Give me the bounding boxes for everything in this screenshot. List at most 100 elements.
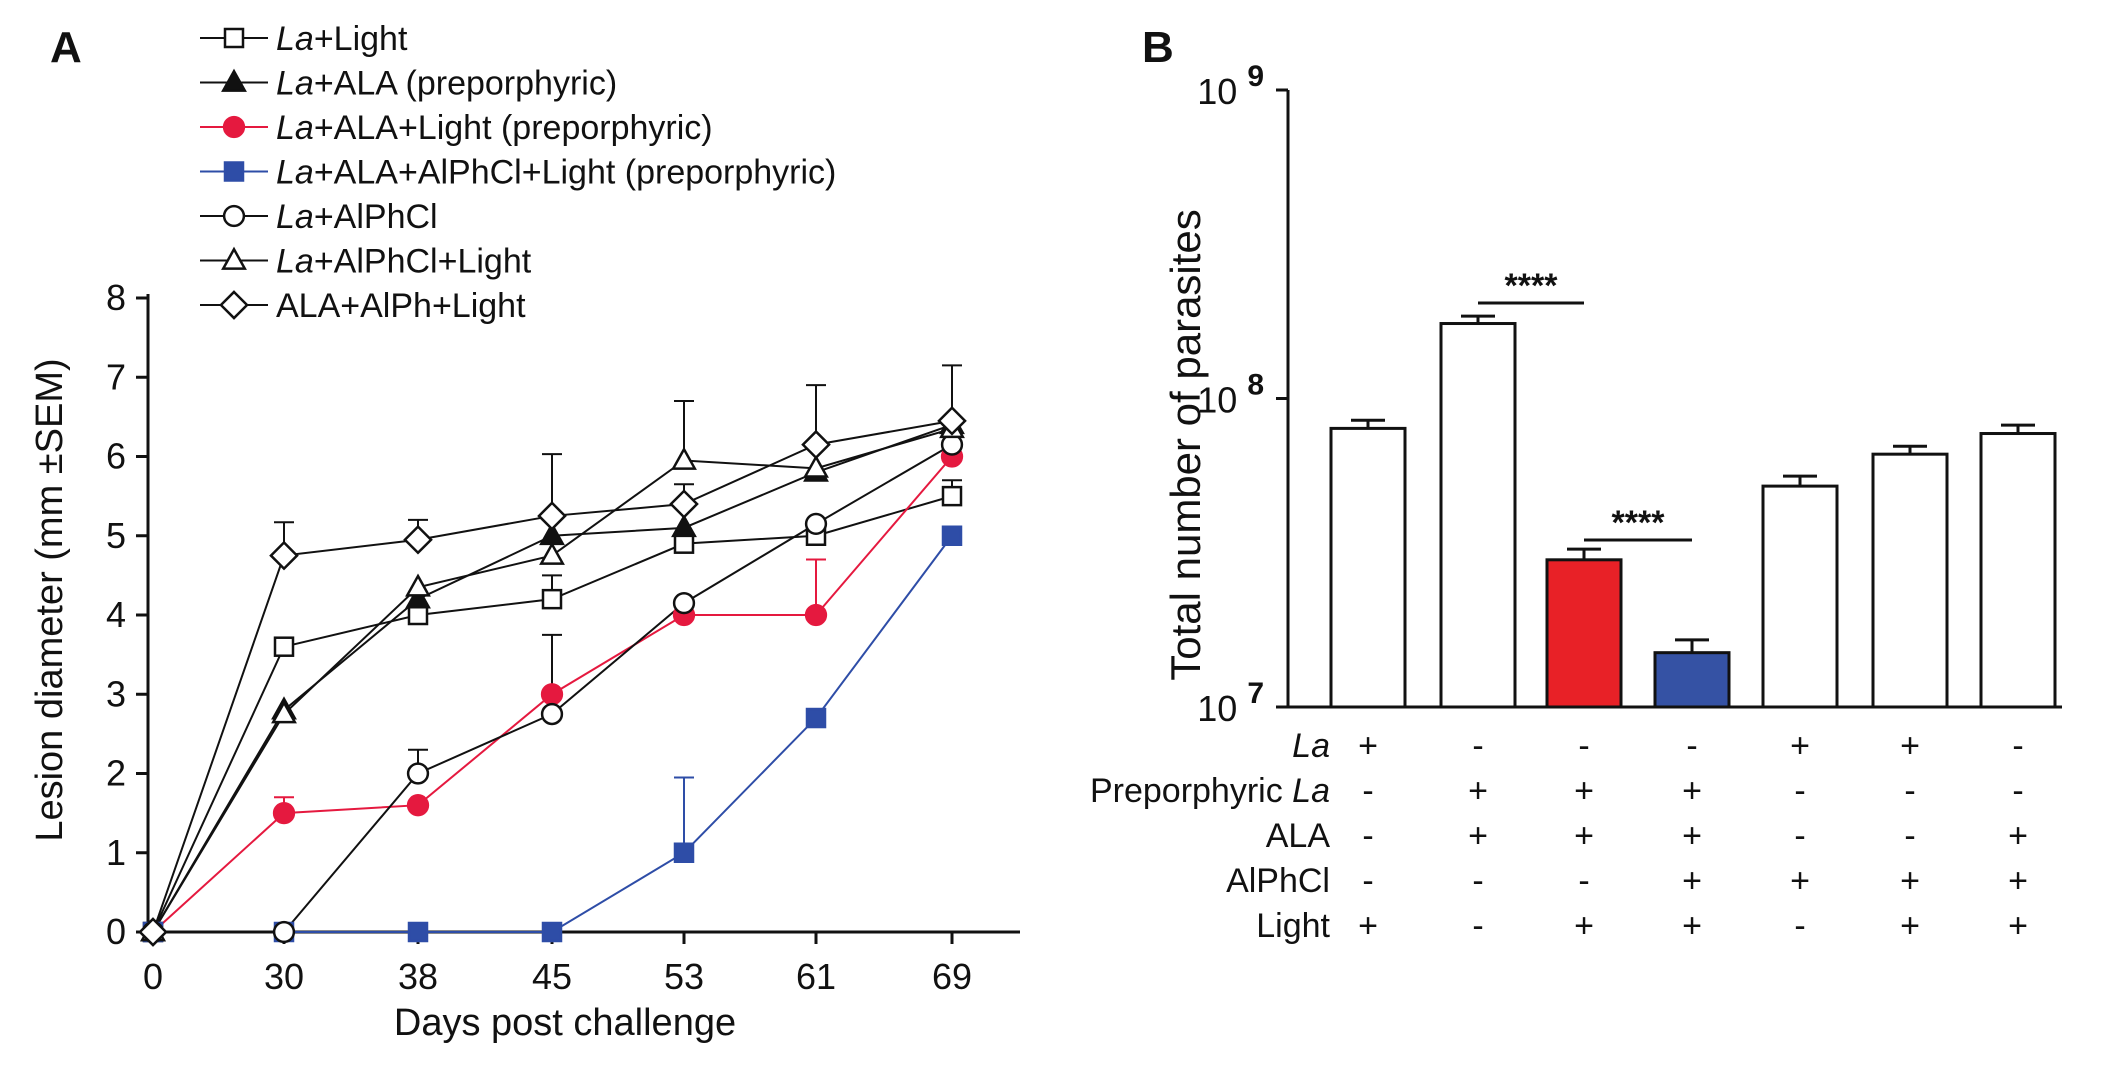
bar-6 xyxy=(1979,432,2057,709)
legend-label: La+ALA+Light (preporphyric) xyxy=(276,109,713,147)
condition-cell: + xyxy=(2008,817,2028,855)
panel-a-series xyxy=(138,364,967,947)
bar-4 xyxy=(1761,484,1839,709)
series-5-point xyxy=(271,700,297,724)
condition-cell: - xyxy=(1362,772,1373,810)
condition-cell: - xyxy=(1362,862,1373,900)
panel-a-x-tick-label: 53 xyxy=(664,956,704,997)
condition-cell: - xyxy=(2012,772,2023,810)
condition-cell: + xyxy=(1790,862,1810,900)
condition-cell: + xyxy=(1468,817,1488,855)
condition-cell: + xyxy=(1900,907,1920,945)
condition-cell: - xyxy=(1794,907,1805,945)
series-0-point xyxy=(941,485,963,507)
series-5-point xyxy=(405,573,431,597)
condition-row-label: ALA xyxy=(1266,817,1331,855)
legend-marker xyxy=(221,68,247,92)
series-2-point xyxy=(804,603,828,627)
condition-row-label: Light xyxy=(1256,907,1330,945)
panel-a-y-tick-label: 4 xyxy=(106,594,126,635)
condition-cell: + xyxy=(1468,772,1488,810)
panel-a-legend: La+Light La+ALA (preporphyric) La+ALA+Ligh… xyxy=(200,20,836,325)
panel-b-letter: B xyxy=(1142,23,1174,72)
series-4-point xyxy=(406,762,430,785)
bar-2 xyxy=(1545,558,1623,709)
condition-cell: - xyxy=(1578,862,1589,900)
series-6-point xyxy=(403,524,433,555)
series-0-point xyxy=(673,533,695,554)
panel-a-y-tick-label: 1 xyxy=(106,832,126,873)
condition-cell: + xyxy=(2008,907,2028,945)
series-1-point xyxy=(405,585,431,609)
series-3-point xyxy=(673,842,695,863)
panel-b-bars xyxy=(1329,314,2057,709)
condition-row-label: La xyxy=(1292,727,1330,765)
series-6-point xyxy=(801,429,831,460)
condition-cell: - xyxy=(1472,727,1483,765)
bar-1 xyxy=(1439,322,1517,709)
legend-label: La+AlPhCl xyxy=(276,198,438,236)
condition-cell: - xyxy=(1472,907,1483,945)
condition-row-label: AlPhCl xyxy=(1226,862,1330,900)
legend-label: La+ALA (preporphyric) xyxy=(276,65,617,103)
panel-a-x-axis-title: Days post challenge xyxy=(394,1002,736,1044)
legend-marker xyxy=(219,290,249,320)
legend-marker xyxy=(223,27,245,49)
panel-a-y-tick-label: 8 xyxy=(106,277,126,318)
series-6-point xyxy=(537,501,567,531)
panel-b-y-tick-label: 10 9 xyxy=(1197,60,1264,112)
series-0-point xyxy=(407,604,429,626)
panel-b-y-axis-title: Total number of parasites xyxy=(1162,209,1209,681)
panel-a-x-tick-label: 30 xyxy=(264,956,304,997)
series-6-point xyxy=(269,540,299,571)
condition-cell: + xyxy=(1358,727,1378,765)
panel-b-condition-table: La + - - - + + -Preporphyric La - + + + - - -ALA - + + + - -… xyxy=(1090,727,2028,945)
series-2-point xyxy=(406,794,430,817)
condition-cell: + xyxy=(1682,862,1702,900)
legend-marker xyxy=(223,161,245,182)
panel-a-x-tick-label: 45 xyxy=(532,956,572,997)
condition-cell: + xyxy=(2008,862,2028,900)
series-3-point xyxy=(805,707,827,729)
panel-b-significance: **** **** xyxy=(1478,267,1692,542)
legend-marker xyxy=(221,246,247,270)
panel-b-y-tick-label: 10 7 xyxy=(1197,677,1264,729)
condition-cell: - xyxy=(1686,727,1697,765)
condition-cell: + xyxy=(1682,772,1702,810)
bar-5 xyxy=(1871,452,1949,709)
legend-label: La+AlPhCl+Light xyxy=(276,243,532,281)
series-5-point xyxy=(803,454,829,478)
series-3-point xyxy=(407,921,429,943)
panel-a-x-tick-label: 38 xyxy=(398,956,438,997)
bar-3 xyxy=(1653,651,1731,709)
legend-label: ALA+AlPh+Light xyxy=(276,287,526,325)
condition-cell: + xyxy=(1574,817,1594,855)
series-3-point xyxy=(941,525,963,546)
significance-label: **** xyxy=(1505,267,1559,305)
legend-marker xyxy=(222,115,246,139)
series-4-point xyxy=(272,920,296,944)
condition-cell: - xyxy=(1578,727,1589,765)
panel-a-y-tick-label: 2 xyxy=(106,753,126,794)
condition-cell: - xyxy=(1472,862,1483,900)
condition-cell: + xyxy=(1682,907,1702,945)
panel-a-y-tick-label: 5 xyxy=(106,515,126,556)
series-2-point xyxy=(272,801,296,825)
condition-cell: - xyxy=(1362,817,1373,855)
series-6-point xyxy=(937,406,967,436)
condition-cell: + xyxy=(1358,907,1378,945)
series-4-point xyxy=(804,512,828,536)
condition-cell: + xyxy=(1682,817,1702,855)
condition-cell: + xyxy=(1900,862,1920,900)
series-6-point xyxy=(138,917,168,947)
series-0-point xyxy=(541,588,563,610)
condition-cell: + xyxy=(1900,727,1920,765)
panel-a-y-tick-label: 0 xyxy=(106,911,126,952)
condition-cell: + xyxy=(1790,727,1810,765)
condition-row-label: Preporphyric La xyxy=(1090,772,1330,810)
series-5-point xyxy=(671,446,697,470)
series-4-point xyxy=(672,591,696,615)
